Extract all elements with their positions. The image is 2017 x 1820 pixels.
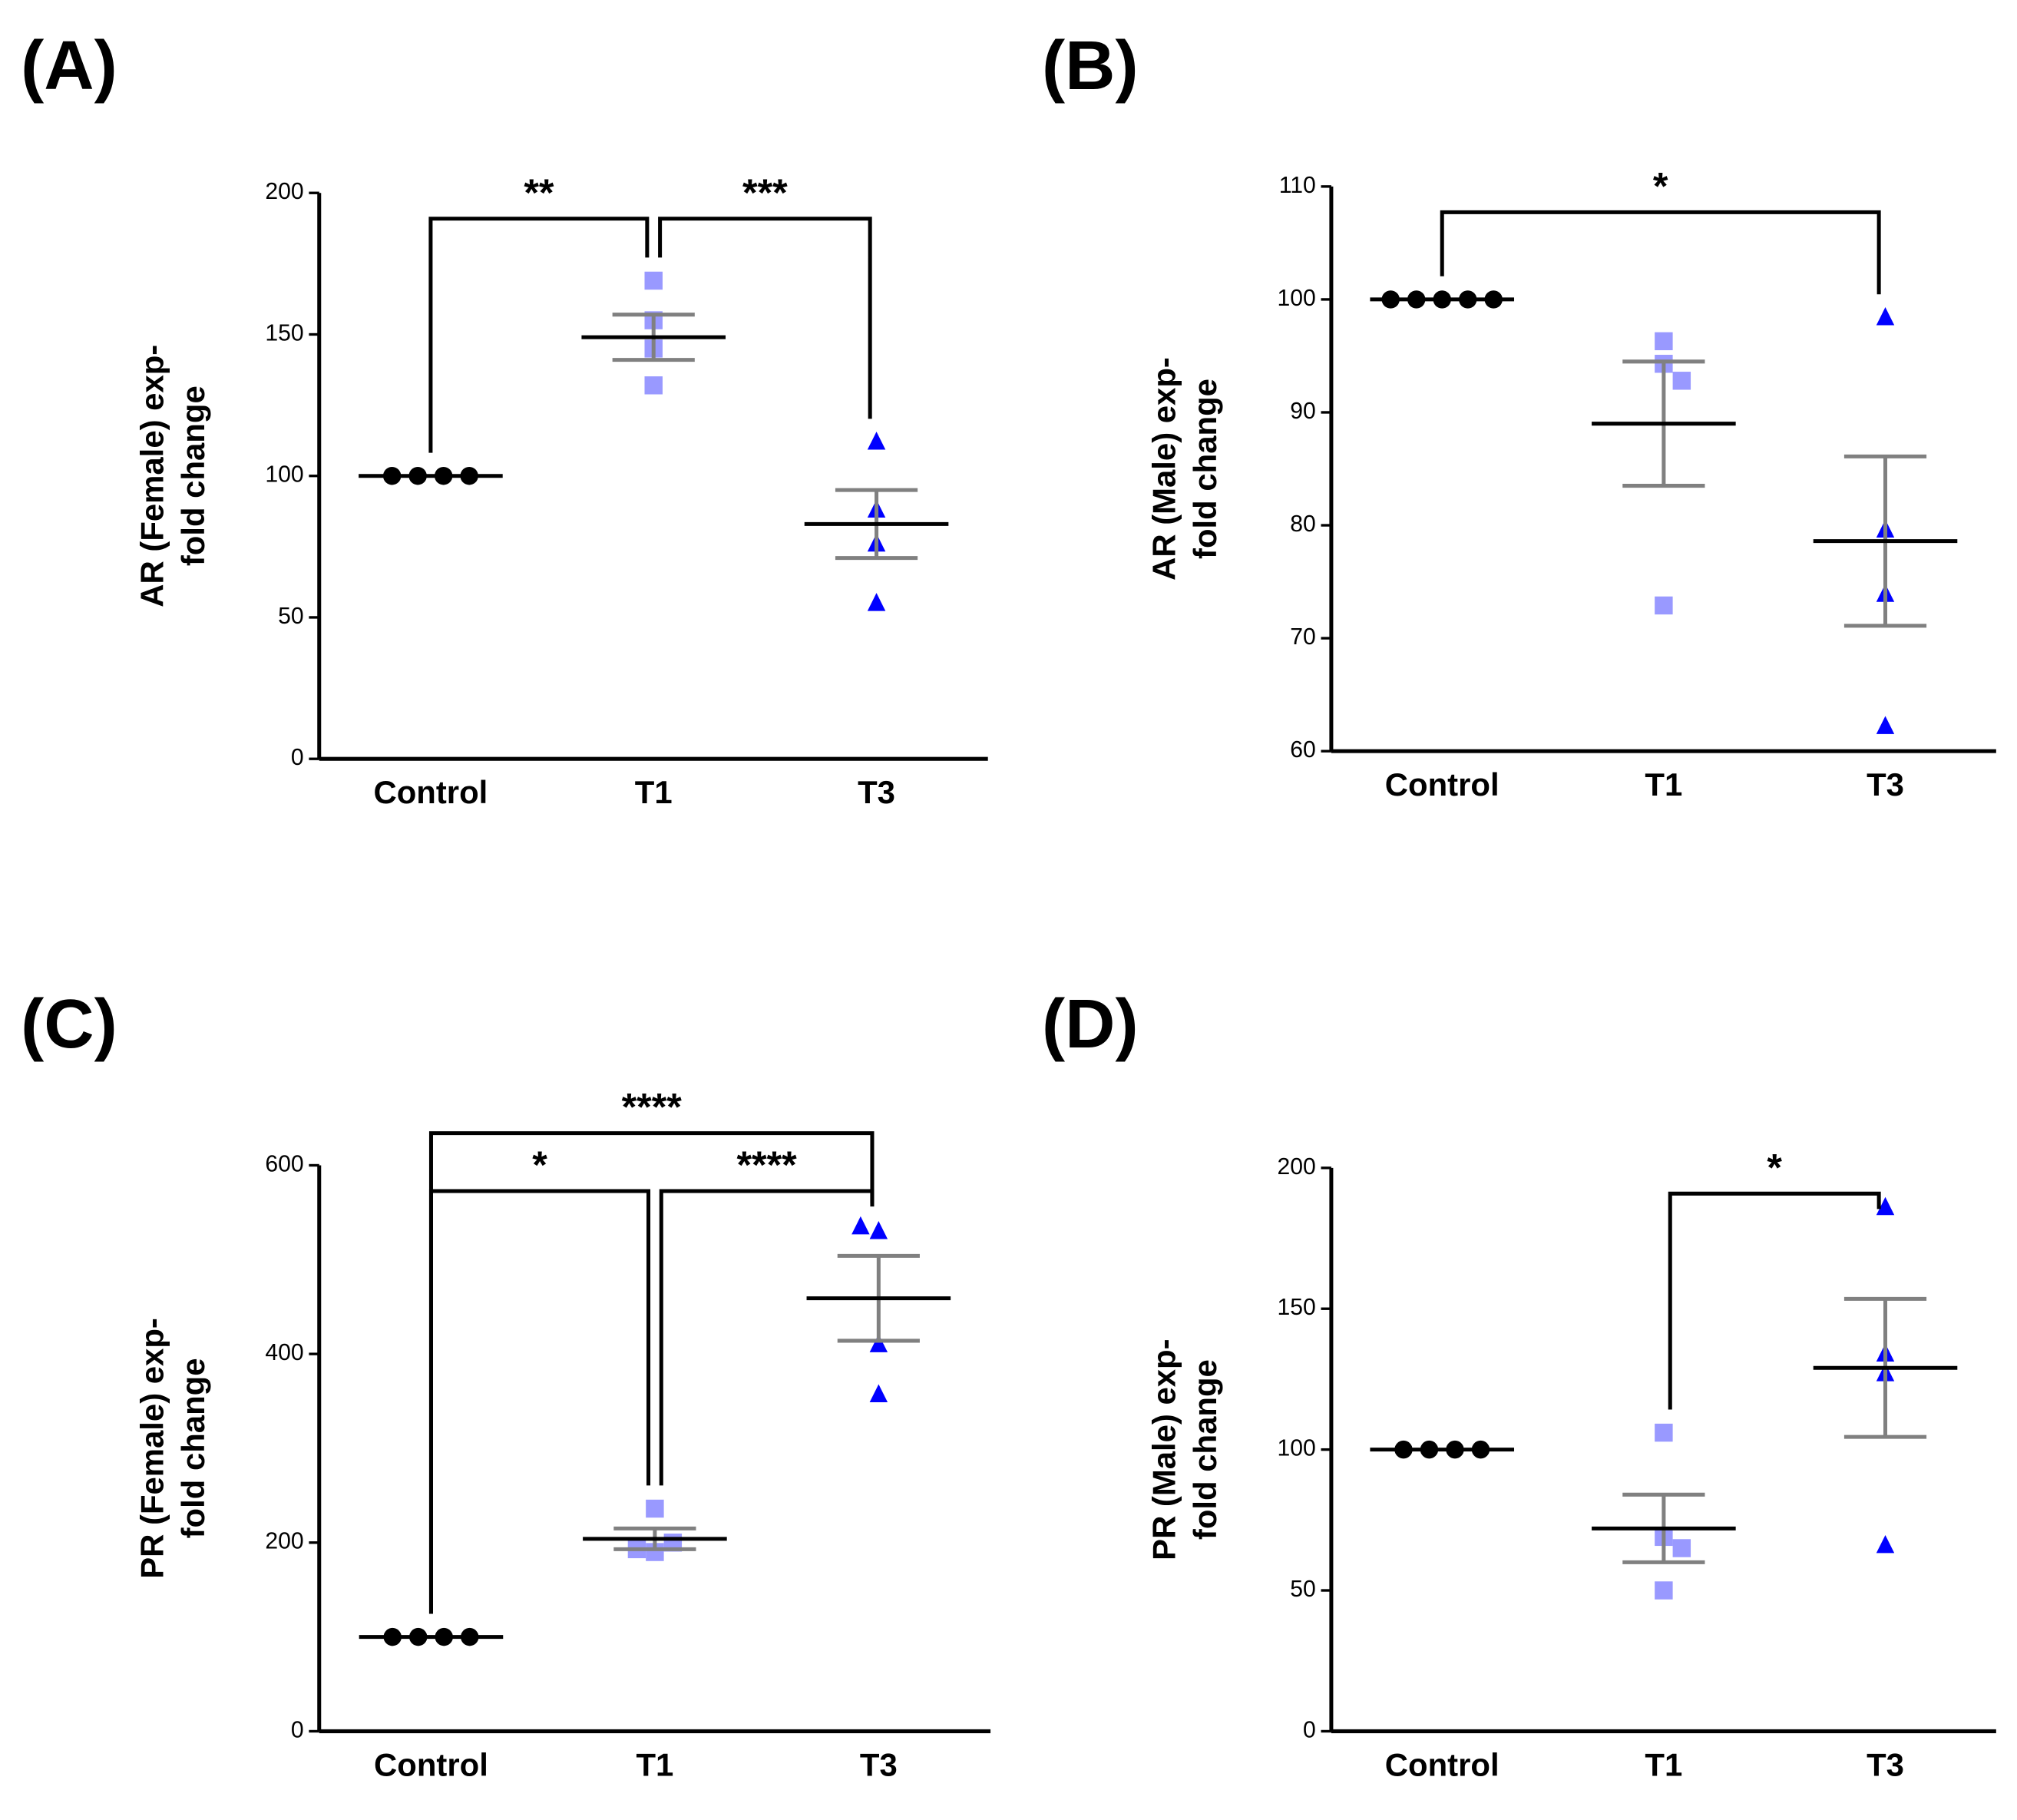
y-axis-label: fold change <box>1187 379 1223 559</box>
y-tick-label: 200 <box>1278 1154 1316 1180</box>
y-tick-label: 400 <box>265 1340 303 1365</box>
significance-bracket <box>1440 210 1881 295</box>
significance-label: * <box>1653 164 1668 207</box>
data-point <box>644 271 663 290</box>
y-axis-label: fold change <box>175 386 211 566</box>
panel-label: (D) <box>1042 985 1139 1063</box>
y-tick-label: 50 <box>278 604 304 629</box>
significance-label: **** <box>737 1143 798 1186</box>
data-point <box>869 1334 888 1352</box>
significance-bracket <box>428 1131 875 1614</box>
x-tick-label: T3 <box>1867 766 1904 802</box>
data-point <box>867 593 886 611</box>
x-tick-label: T1 <box>635 774 673 810</box>
y-tick-label: 100 <box>1278 286 1316 311</box>
y-tick-label: 80 <box>1290 511 1316 537</box>
y-tick-label: 90 <box>1290 399 1316 424</box>
x-tick-label: Control <box>1385 766 1500 802</box>
significance-label: * <box>1767 1146 1782 1189</box>
x-tick-label: T3 <box>1867 1746 1904 1782</box>
data-point <box>869 1221 888 1239</box>
y-axis-label: AR (Male) exp- <box>1146 357 1182 581</box>
significance-bracket <box>1668 1191 1881 1410</box>
y-tick-label: 0 <box>291 745 304 770</box>
data-point <box>1655 1423 1673 1442</box>
panel-label: (B) <box>1042 27 1139 104</box>
data-point <box>867 432 886 450</box>
x-tick-label: Control <box>374 774 488 810</box>
panel-label: (C) <box>21 985 117 1063</box>
significance-label: * <box>532 1143 547 1186</box>
x-tick-label: T1 <box>636 1746 673 1782</box>
significance-label: *** <box>742 171 788 214</box>
y-axis-label: fold change <box>1187 1359 1223 1540</box>
y-tick-label: 110 <box>1279 173 1316 198</box>
y-tick-label: 0 <box>1303 1717 1316 1742</box>
y-tick-label: 600 <box>265 1151 303 1176</box>
x-tick-label: T1 <box>1645 1746 1682 1782</box>
significance-bracket <box>658 217 872 419</box>
y-axis-label: PR (Female) exp- <box>134 1318 170 1579</box>
y-tick-label: 100 <box>1278 1436 1316 1461</box>
x-tick-label: T3 <box>860 1746 898 1782</box>
x-tick-label: Control <box>374 1746 488 1782</box>
y-tick-label: 50 <box>1290 1577 1316 1602</box>
data-point <box>1655 332 1673 351</box>
data-point <box>1876 307 1895 326</box>
significance-label: **** <box>622 1086 683 1129</box>
y-tick-label: 200 <box>265 1529 303 1554</box>
data-point <box>644 376 663 395</box>
y-tick-label: 60 <box>1290 737 1316 763</box>
y-axis-label: AR (Female) exp- <box>134 345 170 607</box>
y-axis-label: PR (Male) exp- <box>1146 1339 1182 1560</box>
x-tick-label: Control <box>1385 1746 1500 1782</box>
y-tick-label: 150 <box>1278 1295 1316 1320</box>
data-point <box>1876 1534 1895 1554</box>
x-tick-label: T3 <box>858 774 895 810</box>
data-point <box>1876 1196 1895 1216</box>
y-tick-label: 150 <box>265 320 303 346</box>
data-point <box>1655 596 1673 615</box>
data-point <box>1672 372 1691 390</box>
y-tick-label: 70 <box>1290 624 1316 650</box>
y-tick-label: 0 <box>291 1717 304 1742</box>
data-point <box>646 1499 664 1518</box>
data-point <box>851 1216 870 1235</box>
data-point <box>869 1384 888 1402</box>
data-point <box>1876 716 1895 734</box>
x-tick-label: T1 <box>1645 766 1682 802</box>
y-tick-label: 100 <box>265 462 303 488</box>
y-tick-label: 200 <box>265 179 303 204</box>
significance-bracket <box>428 217 650 453</box>
data-point <box>1655 1581 1673 1600</box>
data-point <box>1672 1539 1691 1557</box>
significance-label: ** <box>524 171 554 214</box>
panel-label: (A) <box>21 27 117 104</box>
significance-bracket <box>659 1189 875 1486</box>
y-axis-label: fold change <box>175 1358 211 1539</box>
